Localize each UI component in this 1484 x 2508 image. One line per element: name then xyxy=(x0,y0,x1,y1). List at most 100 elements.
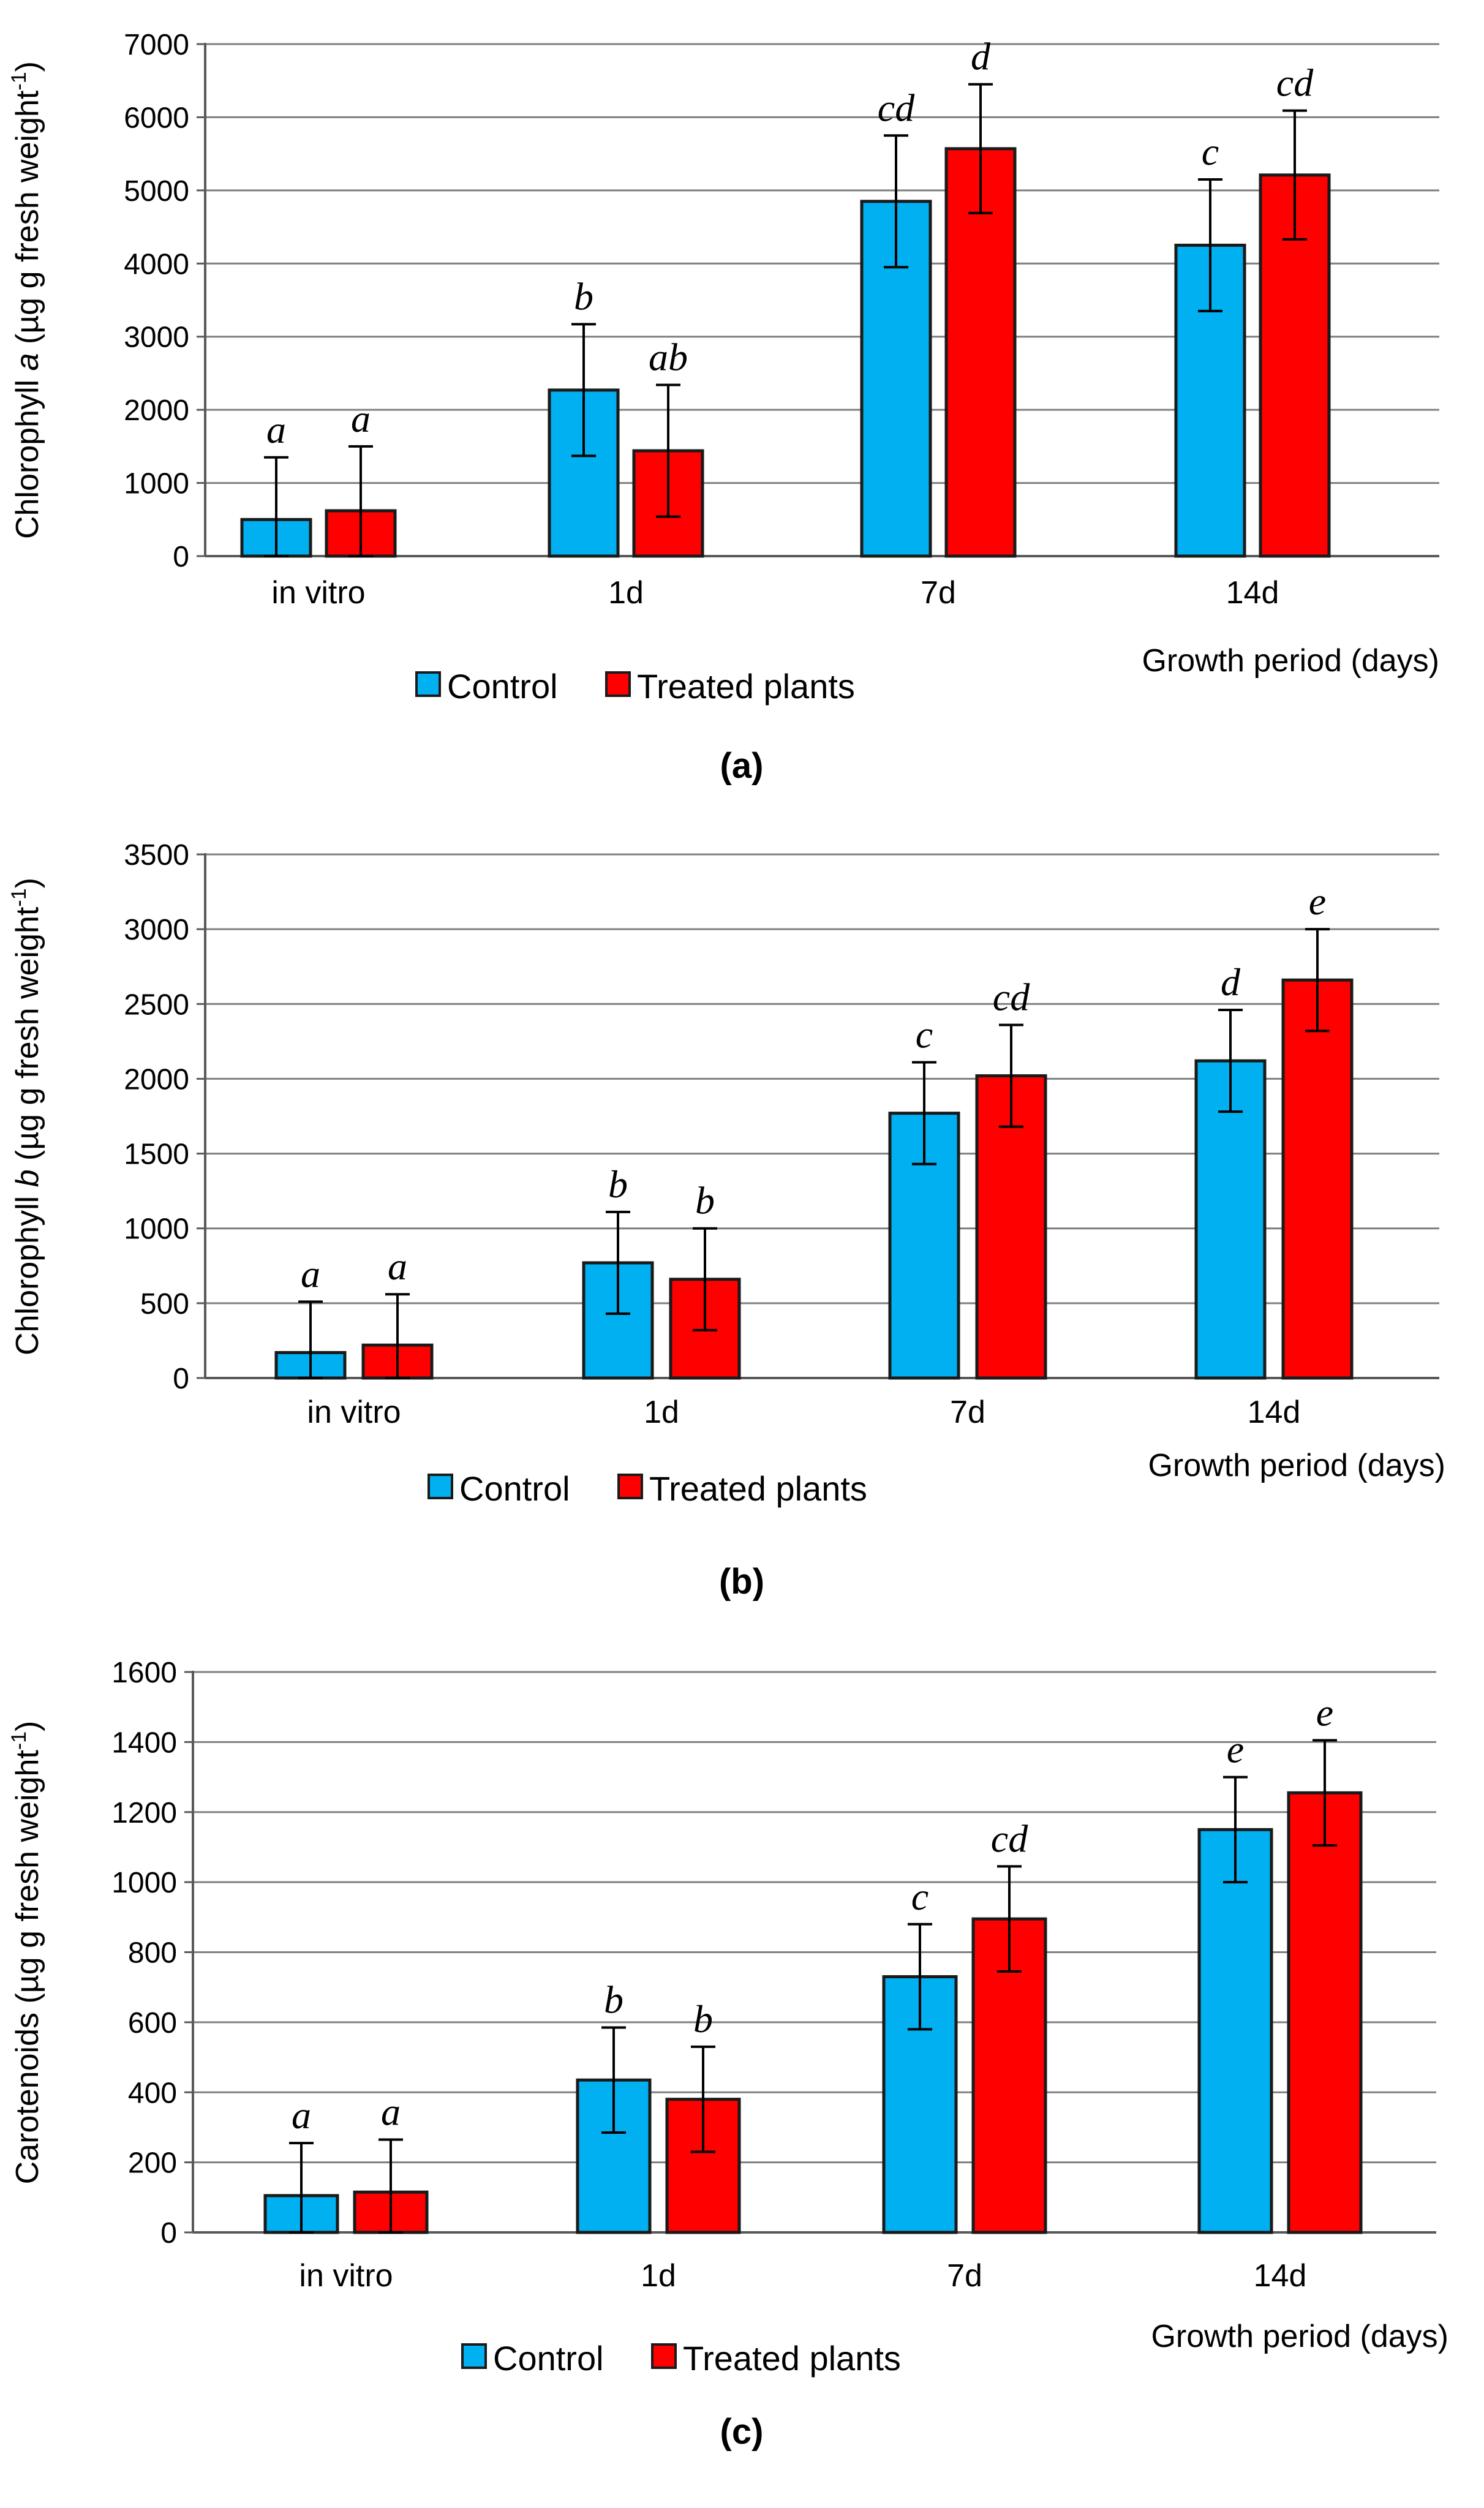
significance-letter: a xyxy=(351,397,371,440)
significance-letter: b xyxy=(693,1997,713,2041)
x-tick-label: 7d xyxy=(947,2258,982,2294)
y-axis-title-part: ) xyxy=(10,1721,45,1731)
significance-letter: d xyxy=(1221,960,1241,1004)
x-axis-title: Growth period (days) xyxy=(1148,1448,1445,1483)
significance-letter: cd xyxy=(993,975,1030,1019)
y-axis-title-superscript: -1 xyxy=(7,888,31,906)
treated-bar xyxy=(1287,1791,1363,2234)
chart-panel-a: 0 1000 2000 3000 4000 5000 6000 7000 a a in vitro b… xyxy=(7,29,1439,786)
y-axis-title: Chlorophyll b (µg g fresh weight-1) xyxy=(7,878,45,1355)
y-tick-label: 0 xyxy=(173,1363,189,1395)
treated-legend-swatch xyxy=(605,671,631,697)
y-axis-title-superscript: -1 xyxy=(7,72,31,90)
y-tick-label: 400 xyxy=(128,2077,177,2109)
y-tick-label: 1500 xyxy=(124,1139,189,1171)
treated-legend-label: Treated plants xyxy=(649,1469,867,1508)
significance-letter: a xyxy=(266,408,286,451)
control-legend-label: Control xyxy=(447,667,558,706)
y-tick-label: 7000 xyxy=(124,29,189,61)
x-tick-label: 7d xyxy=(950,1395,985,1430)
y-tick-label: 600 xyxy=(128,2007,177,2039)
panel-label: (b) xyxy=(719,1562,764,1602)
significance-letter: a xyxy=(301,1252,320,1295)
y-axis-title-part: ) xyxy=(10,878,45,888)
y-tick-label: 3000 xyxy=(124,322,189,354)
x-tick-label: in vitro xyxy=(299,2258,393,2294)
x-tick-label: 14d xyxy=(1254,2258,1307,2294)
y-tick-label: 0 xyxy=(173,541,189,573)
treated-legend-swatch xyxy=(617,1474,643,1499)
x-tick-label: 1d xyxy=(641,2258,676,2294)
panel-label: (c) xyxy=(720,2412,764,2452)
y-tick-label: 1000 xyxy=(124,468,189,500)
control-legend-swatch xyxy=(415,671,441,697)
y-axis-title-part: ) xyxy=(10,61,45,72)
y-tick-label: 800 xyxy=(128,1937,177,1970)
x-tick-label: 1d xyxy=(644,1395,679,1430)
significance-letter: ab xyxy=(649,336,688,379)
control-bar xyxy=(1197,1828,1273,2234)
y-axis-title-part: Chlorophyll xyxy=(10,1187,45,1355)
y-tick-label: 2000 xyxy=(124,394,189,427)
significance-letter: e xyxy=(1316,1691,1333,1734)
chart-panel-b: 0 500 1000 1500 2000 2500 3000 3500 a a in vitro b b… xyxy=(7,839,1445,1602)
chart-panel-c: 0 200 400 600 800 1000 1200 1400 1600 a a in vitro b… xyxy=(7,1657,1448,2452)
y-tick-label: 1600 xyxy=(111,1657,177,1689)
significance-letter: e xyxy=(1309,879,1326,923)
y-tick-label: 2500 xyxy=(124,989,189,1021)
y-tick-label: 5000 xyxy=(124,175,189,208)
y-axis-title-part: (µg g fresh weight xyxy=(10,906,45,1169)
y-axis-title-superscript: -1 xyxy=(7,1731,31,1750)
panel-label: (a) xyxy=(720,746,764,786)
treated-legend-label: Treated plants xyxy=(683,2339,901,2378)
significance-letter: c xyxy=(911,1875,928,1918)
significance-letter: a xyxy=(388,1245,407,1288)
significance-letter: cd xyxy=(1276,61,1314,105)
x-axis-title: Growth period (days) xyxy=(1151,2319,1448,2354)
control-legend-swatch xyxy=(461,2343,487,2369)
control-legend-label: Control xyxy=(493,2339,604,2378)
treated-legend-swatch xyxy=(651,2343,677,2369)
y-axis-title: Chlorophyll a (µg g fresh weight-1) xyxy=(7,61,45,539)
y-tick-label: 2000 xyxy=(124,1063,189,1096)
y-tick-label: 1200 xyxy=(111,1797,177,1829)
y-axis-title-part: Carotenoids (µg g fresh weight xyxy=(10,1750,45,2185)
x-axis-title: Growth period (days) xyxy=(1142,643,1439,679)
treated-bar xyxy=(1281,978,1354,1380)
x-tick-label: 14d xyxy=(1226,575,1279,611)
y-tick-label: 6000 xyxy=(124,102,189,134)
y-tick-label: 1400 xyxy=(111,1727,177,1759)
significance-letter: a xyxy=(381,2090,401,2133)
treated-legend-label: Treated plants xyxy=(637,667,855,706)
y-tick-label: 3000 xyxy=(124,914,189,946)
x-tick-label: 7d xyxy=(921,575,956,611)
significance-letter: a xyxy=(292,2093,311,2137)
y-tick-label: 200 xyxy=(128,2147,177,2180)
significance-letter: cd xyxy=(878,86,915,129)
y-axis-title-part: Chlorophyll xyxy=(10,371,45,539)
x-tick-label: in vitro xyxy=(307,1395,401,1430)
x-tick-label: 14d xyxy=(1248,1395,1301,1430)
y-tick-label: 4000 xyxy=(124,248,189,281)
x-tick-label: 1d xyxy=(608,575,644,611)
y-tick-label: 500 xyxy=(140,1288,189,1320)
control-legend-swatch xyxy=(427,1474,453,1499)
significance-letter: c xyxy=(916,1013,933,1056)
significance-letter: e xyxy=(1227,1728,1244,1771)
significance-letter: cd xyxy=(991,1817,1028,1860)
y-tick-label: 3500 xyxy=(124,839,189,872)
y-tick-label: 0 xyxy=(160,2217,177,2250)
significance-letter: d xyxy=(971,35,991,78)
significance-letter: b xyxy=(695,1179,715,1222)
y-axis-title-part: (µg g fresh weight xyxy=(10,90,45,353)
y-axis-title: Carotenoids (µg g fresh weight-1) xyxy=(7,1721,45,2185)
significance-letter: b xyxy=(608,1162,628,1206)
y-tick-label: 1000 xyxy=(111,1867,177,1899)
significance-letter: b xyxy=(604,1978,623,2021)
significance-letter: b xyxy=(574,274,593,318)
y-axis-title-part: b xyxy=(10,1169,45,1187)
y-tick-label: 1000 xyxy=(124,1213,189,1246)
y-axis-title-part: a xyxy=(10,353,45,371)
significance-letter: c xyxy=(1202,130,1219,173)
control-legend-label: Control xyxy=(459,1469,570,1508)
